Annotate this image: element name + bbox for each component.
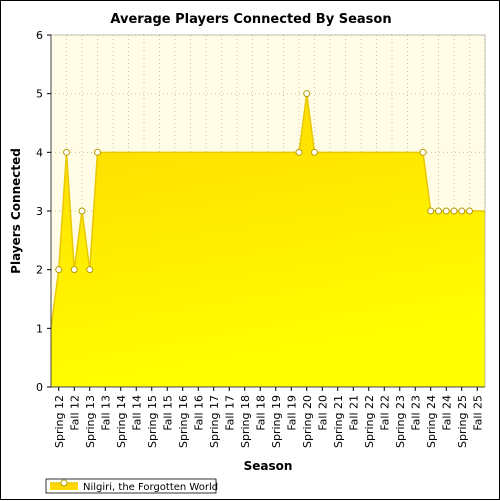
x-tick-label: Fall 19 (285, 395, 298, 431)
x-tick-label: Fall 16 (192, 395, 205, 431)
x-tick-label: Spring 16 (177, 395, 190, 448)
data-point (466, 207, 473, 215)
x-tick-labels: Spring 12 Fall 12 Spring 13 Fall 13 Spring 1… (53, 395, 485, 448)
x-tick-label: Fall 24 (440, 395, 453, 431)
data-point (458, 207, 466, 215)
x-tick-label: Fall 13 (99, 395, 112, 431)
x-tick-label: Spring 20 (301, 395, 314, 448)
x-tick-label: Spring 17 (208, 395, 221, 448)
chart-title: Average Players Connected By Season (110, 12, 391, 27)
y-tick-label: 6 (36, 29, 43, 42)
data-point (78, 207, 86, 215)
x-tick-label: Fall 23 (409, 395, 422, 431)
x-tick-label: Spring 25 (456, 395, 469, 448)
data-point (94, 148, 101, 156)
series-markers (55, 90, 473, 274)
data-point (419, 148, 427, 156)
data-point (450, 207, 458, 215)
x-tick-label: Spring 12 (53, 395, 66, 448)
x-tick-label: Fall 22 (378, 395, 391, 431)
data-point (311, 148, 318, 156)
x-tick-label: Spring 13 (84, 395, 97, 448)
data-point (63, 148, 70, 156)
data-point (442, 207, 450, 215)
y-axis-title: Players Connected (9, 148, 23, 274)
y-tick-label: 4 (36, 146, 43, 159)
data-point (303, 90, 311, 98)
x-tick-label: Fall 25 (471, 395, 484, 431)
legend-marker (60, 479, 68, 487)
x-tick-label: Fall 20 (316, 395, 329, 431)
x-tick-label: Fall 12 (68, 395, 81, 431)
y-tick-label: 0 (36, 381, 43, 394)
y-tick-labels: 0 1 2 3 4 5 6 (36, 29, 43, 394)
data-point (295, 148, 303, 156)
x-tick-label: Spring 24 (425, 395, 438, 448)
x-tick-label: Fall 14 (130, 395, 143, 431)
x-tick-label: Spring 14 (115, 395, 128, 448)
x-tick-label: Fall 21 (347, 395, 360, 431)
x-axis-title: Season (244, 459, 293, 473)
data-point (435, 207, 442, 215)
data-point (70, 266, 78, 274)
x-tick-label: Spring 22 (363, 395, 376, 448)
x-tick-label: Fall 15 (161, 395, 174, 431)
data-point (427, 207, 435, 215)
x-tick-label: Spring 18 (239, 395, 252, 448)
x-tick-label: Spring 19 (270, 395, 283, 448)
x-tick-label: Fall 17 (223, 395, 236, 431)
series-area (51, 93, 485, 388)
x-tick-label: Spring 15 (146, 395, 159, 448)
legend-box (45, 478, 217, 494)
legend: Nilgiri, the Forgotten World (45, 478, 218, 494)
x-tick-label: Spring 23 (394, 395, 407, 448)
y-tick-label: 5 (36, 88, 43, 101)
y-tick-label: 2 (36, 264, 43, 277)
y-tick-label: 3 (36, 205, 43, 218)
axes (47, 34, 486, 391)
x-tick-label: Spring 21 (332, 395, 345, 448)
data-point (86, 266, 94, 274)
y-tick-label: 1 (36, 322, 43, 335)
legend-entry: Nilgiri, the Forgotten World (83, 482, 218, 493)
data-point (55, 266, 63, 274)
x-tick-label: Fall 18 (254, 395, 267, 431)
